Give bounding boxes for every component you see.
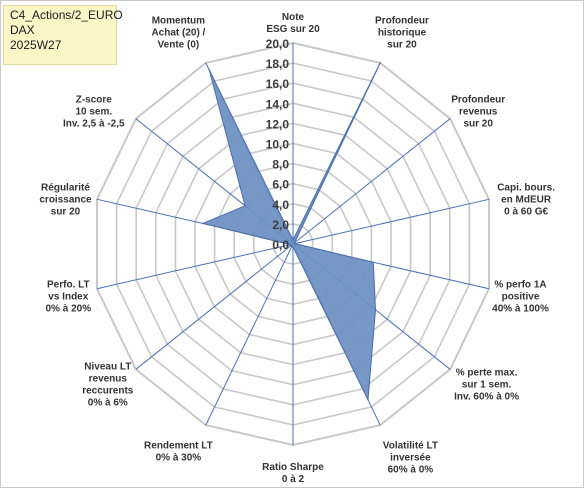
axis-label-5-line-1: sur 1 sem. bbox=[462, 380, 512, 391]
axis-label-13-line-2: Vente (0) bbox=[158, 40, 200, 51]
tick-label-2: 4,0 bbox=[272, 198, 289, 212]
axis-label-3-line-1: en MdEUR bbox=[501, 194, 552, 205]
axis-label-12: Z-score 10 sem. Inv. 2,5 à -2,5 bbox=[63, 95, 125, 130]
data-point-6 bbox=[367, 398, 369, 401]
axis-label-4: % perfo 1A positive 40% à 100% bbox=[492, 280, 549, 315]
axis-label-2: Profondeur revenus sur 20 bbox=[451, 95, 505, 130]
tick-label-3: 6,0 bbox=[272, 178, 289, 192]
tick-label-6: 12,0 bbox=[266, 117, 290, 131]
axis-label-2-line-2: sur 20 bbox=[463, 119, 493, 130]
tick-label-0: 0,0 bbox=[272, 238, 289, 252]
axis-label-6-line-2: 60% à 0% bbox=[388, 464, 434, 475]
axis-label-7-line-1: 0 à 2 bbox=[282, 474, 305, 485]
data-point-10 bbox=[289, 243, 291, 246]
data-point-7 bbox=[292, 246, 294, 248]
axis-label-2-line-1: revenus bbox=[459, 107, 498, 118]
data-point-8 bbox=[290, 245, 293, 248]
data-point-0 bbox=[292, 239, 294, 241]
data-point-5 bbox=[374, 309, 377, 311]
axis-label-7-line-0: Ratio Sharpe bbox=[262, 462, 324, 473]
axis-label-4-line-1: positive bbox=[502, 292, 540, 303]
axis-label-3-line-0: Capi. bours. bbox=[497, 182, 555, 193]
axis-label-11-line-2: sur 20 bbox=[51, 206, 81, 217]
tick-label-7: 14,0 bbox=[266, 97, 290, 111]
axis-label-4-line-0: % perfo 1A bbox=[494, 280, 546, 291]
axis-label-0-line-0: Note bbox=[282, 12, 305, 23]
axis-label-10-line-0: Perfo. LT bbox=[47, 280, 90, 291]
axis-label-9-line-2: reccurents bbox=[82, 386, 134, 397]
spoke-9 bbox=[135, 243, 294, 370]
data-point-12 bbox=[244, 205, 246, 207]
axis-label-3: Capi. bours. en MdEUR 0 à 60 G€ bbox=[497, 182, 555, 217]
tick-label-5: 10,0 bbox=[266, 138, 290, 152]
axis-label-11-line-0: Régularité bbox=[41, 182, 90, 193]
data-point-11 bbox=[202, 222, 204, 225]
axis-label-10: Perfo. LT vs Index 0% à 20% bbox=[46, 280, 92, 315]
axis-label-8-line-1: 0% à 30% bbox=[156, 452, 202, 463]
axis-label-10-line-1: vs Index bbox=[48, 292, 88, 303]
axis-label-6: Volatilité LT inversée 60% à 0% bbox=[383, 440, 438, 475]
axis-label-1-line-2: sur 20 bbox=[387, 40, 417, 51]
spoke-8 bbox=[205, 243, 294, 426]
spoke-10 bbox=[96, 243, 294, 290]
axis-label-7: Ratio Sharpe 0 à 2 bbox=[262, 462, 324, 485]
data-point-3 bbox=[294, 242, 296, 245]
axis-label-1-line-1: historique bbox=[378, 28, 427, 39]
axis-label-8-line-0: Rendement LT bbox=[144, 440, 213, 451]
axis-label-11-line-1: croissance bbox=[39, 194, 92, 205]
axis-label-12-line-0: Z-score bbox=[76, 95, 113, 106]
spoke-2 bbox=[292, 118, 451, 245]
tick-label-10: 20,0 bbox=[266, 37, 290, 51]
axis-label-10-line-2: 0% à 20% bbox=[46, 304, 92, 315]
axis-label-5-line-2: Inv. 60% à 0% bbox=[454, 392, 519, 403]
axis-label-2-line-0: Profondeur bbox=[451, 95, 505, 106]
axis-label-5-line-0: % perte max. bbox=[456, 368, 518, 379]
spoke-3 bbox=[292, 198, 490, 245]
tick-label-4: 8,0 bbox=[272, 158, 289, 172]
axis-label-13-line-0: Momentum bbox=[152, 16, 205, 27]
data-point-9 bbox=[289, 245, 292, 247]
axis-label-5: % perte max. sur 1 sem. Inv. 60% à 0% bbox=[454, 368, 519, 403]
tick-label-1: 2,0 bbox=[272, 218, 289, 232]
axis-label-1: Profondeur historique sur 20 bbox=[375, 16, 429, 51]
axis-label-9-line-0: Niveau LT bbox=[84, 362, 131, 373]
axis-label-8: Rendement LT 0% à 30% bbox=[144, 440, 213, 463]
axis-label-6-line-1: inversée bbox=[390, 452, 431, 463]
axis-label-9-line-3: 0% à 6% bbox=[88, 398, 128, 409]
chart-title-box: C4_Actions/2_EURO DAX 2025W27 bbox=[3, 5, 123, 65]
axis-label-13: Momentum Achat (20) / Vente (0) bbox=[151, 16, 205, 51]
axis-label-4-line-2: 40% à 100% bbox=[492, 304, 549, 315]
axis-label-11: Régularité croissance sur 20 bbox=[39, 182, 92, 217]
axis-label-9: Niveau LT revenus reccurents 0% à 6% bbox=[82, 362, 134, 409]
title-line-1: C4_Actions/2_EURO bbox=[10, 8, 123, 22]
title-line-3: 2025W27 bbox=[10, 38, 62, 52]
axis-label-12-line-2: Inv. 2,5 à -2,5 bbox=[63, 119, 125, 130]
data-series-area bbox=[201, 62, 381, 402]
axis-label-12-line-1: 10 sem. bbox=[75, 107, 112, 118]
tick-label-9: 18,0 bbox=[266, 57, 290, 71]
data-point-1 bbox=[379, 62, 382, 64]
axis-label-0-line-1: ESG sur 20 bbox=[266, 24, 320, 35]
axis-label-9-line-1: revenus bbox=[89, 374, 128, 385]
title-line-2: DAX bbox=[10, 23, 35, 37]
axis-label-3-line-2: 0 à 60 G€ bbox=[504, 206, 548, 217]
axis-label-0: Note ESG sur 20 bbox=[266, 12, 320, 35]
axis-label-1-line-0: Profondeur bbox=[375, 16, 429, 27]
data-point-13 bbox=[208, 69, 211, 71]
data-point-4 bbox=[372, 261, 375, 264]
tick-label-8: 16,0 bbox=[266, 77, 290, 91]
axis-label-6-line-0: Volatilité LT bbox=[383, 440, 438, 451]
axis-label-13-line-1: Achat (20) / bbox=[151, 28, 205, 39]
